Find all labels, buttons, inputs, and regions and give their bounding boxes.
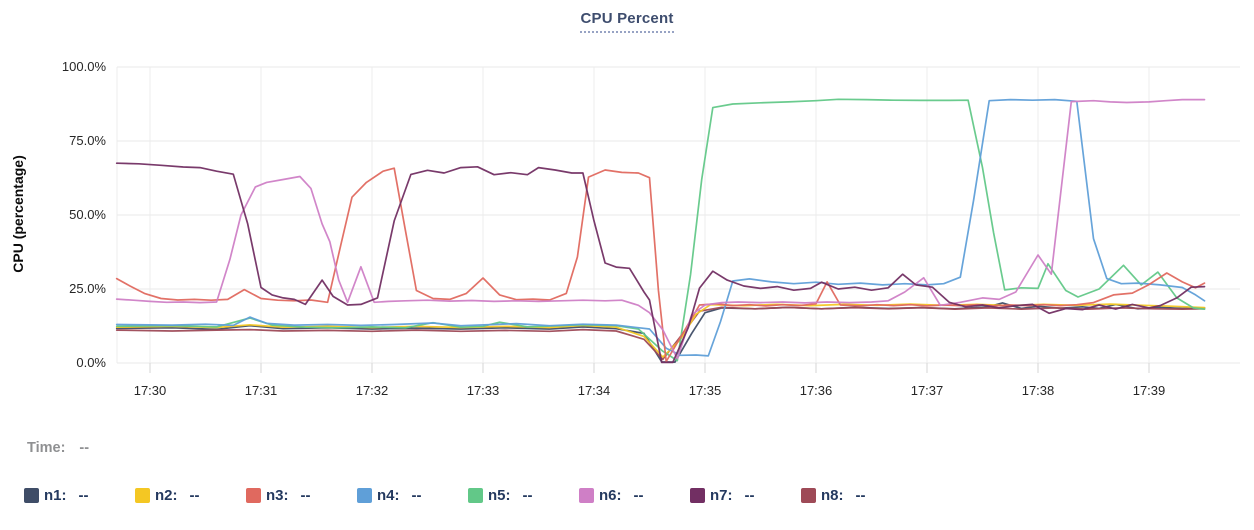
x-tick-label-17:31: 17:31 xyxy=(244,383,278,398)
legend-swatch-n3 xyxy=(246,488,261,503)
legend-label-n8: n8: xyxy=(821,487,844,504)
legend-label-n2: n2: xyxy=(155,487,178,504)
time-value: -- xyxy=(79,440,90,456)
legend-label-n7: n7: xyxy=(710,487,733,504)
x-tick-label-17:37: 17:37 xyxy=(910,383,944,398)
y-tick-label-100.0%: 100.0% xyxy=(61,59,106,74)
x-tick-label-17:38: 17:38 xyxy=(1021,383,1055,398)
chart-title[interactable]: CPU Percent xyxy=(580,10,674,33)
legend-item-n6[interactable]: n6: -- xyxy=(579,487,676,504)
legend-item-n4[interactable]: n4: -- xyxy=(357,487,454,504)
x-tick-label-17:36: 17:36 xyxy=(799,383,833,398)
legend-value-n4: -- xyxy=(411,487,422,504)
x-tick-label-17:35: 17:35 xyxy=(688,383,722,398)
legend-value-n5: -- xyxy=(522,487,533,504)
y-tick-label-0.0%: 0.0% xyxy=(76,355,106,370)
series-line-n3 xyxy=(115,167,1206,363)
legend-value-n7: -- xyxy=(744,487,755,504)
x-tick-label-17:39: 17:39 xyxy=(1132,383,1166,398)
legend-item-n2[interactable]: n2: -- xyxy=(135,487,232,504)
legend-value-n8: -- xyxy=(855,487,866,504)
legend-item-n8[interactable]: n8: -- xyxy=(801,487,898,504)
x-tick-label-17:30: 17:30 xyxy=(133,383,167,398)
series-line-n6 xyxy=(115,98,1206,360)
legend-value-n6: -- xyxy=(633,487,644,504)
x-tick-label-17:34: 17:34 xyxy=(577,383,611,398)
chart-header: CPU Percent xyxy=(0,10,1254,33)
legend-swatch-n7 xyxy=(690,488,705,503)
legend-label-n5: n5: xyxy=(488,487,511,504)
legend-item-n5[interactable]: n5: -- xyxy=(468,487,565,504)
legend-label-n3: n3: xyxy=(266,487,289,504)
legend-label-n4: n4: xyxy=(377,487,400,504)
series-line-n7 xyxy=(115,162,1206,364)
legend-item-n7[interactable]: n7: -- xyxy=(690,487,787,504)
chart-legend: n1: -- n2: -- n3: -- n4: -- n5: -- n6: -- n7: -- n8: -- xyxy=(24,487,912,504)
y-tick-label-50.0%: 50.0% xyxy=(69,207,106,222)
legend-label-n6: n6: xyxy=(599,487,622,504)
legend-item-n1[interactable]: n1: -- xyxy=(24,487,121,504)
legend-label-n1: n1: xyxy=(44,487,67,504)
y-tick-label-25.0%: 25.0% xyxy=(69,281,106,296)
legend-value-n3: -- xyxy=(300,487,311,504)
legend-value-n2: -- xyxy=(189,487,200,504)
legend-swatch-n4 xyxy=(357,488,372,503)
legend-swatch-n5 xyxy=(468,488,483,503)
time-status-row: Time: -- xyxy=(27,440,89,456)
x-tick-label-17:32: 17:32 xyxy=(355,383,389,398)
time-label: Time: xyxy=(27,440,66,456)
legend-swatch-n1 xyxy=(24,488,39,503)
series-line-n5 xyxy=(115,98,1206,362)
y-tick-label-75.0%: 75.0% xyxy=(69,133,106,148)
legend-swatch-n8 xyxy=(801,488,816,503)
legend-item-n3[interactable]: n3: -- xyxy=(246,487,343,504)
legend-swatch-n2 xyxy=(135,488,150,503)
legend-value-n1: -- xyxy=(78,487,89,504)
legend-swatch-n6 xyxy=(579,488,594,503)
cpu-percent-line-chart xyxy=(115,66,1240,373)
x-tick-label-17:33: 17:33 xyxy=(466,383,500,398)
